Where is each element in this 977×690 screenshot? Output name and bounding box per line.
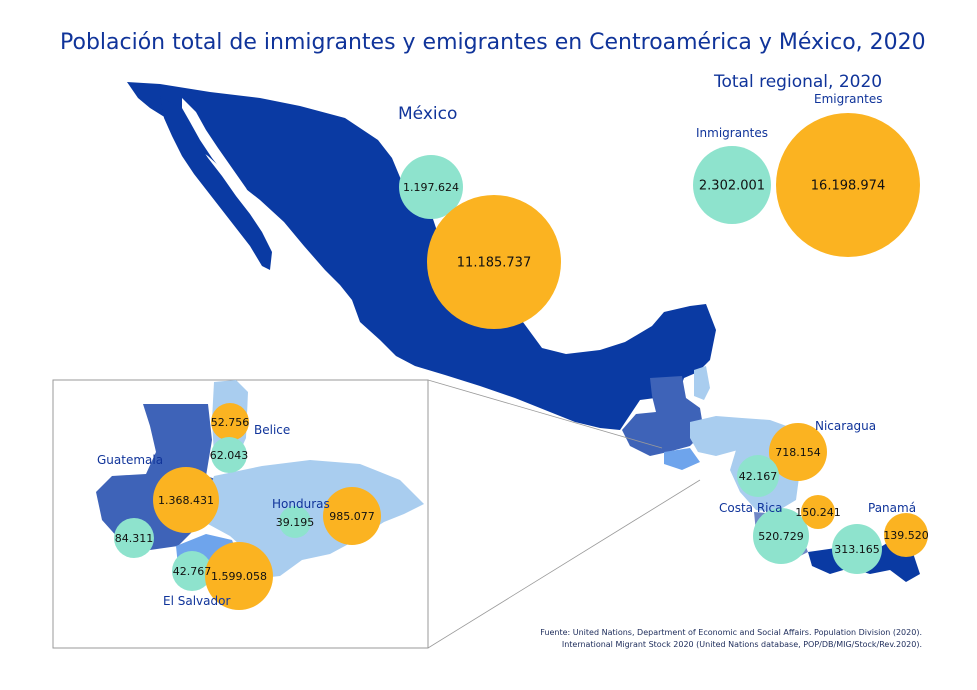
belice-label: Belice [254, 423, 290, 437]
regional-emigrantes-circle [776, 113, 920, 257]
honduras-shape [204, 460, 424, 578]
panama-inmigrantes-value: 313.165 [834, 543, 880, 556]
circle-group [114, 113, 928, 610]
el-salvador-emigrantes-circle [205, 542, 273, 610]
belice-emigrantes-circle [211, 403, 249, 441]
nicaragua-emigrantes-circle [769, 423, 827, 481]
guatemala-inmigrantes-circle [114, 518, 154, 558]
nicaragua-inmigrantes-circle [737, 455, 779, 497]
belice-emigrantes-value: 52.756 [211, 416, 250, 429]
gulf-of-california [182, 98, 258, 212]
nicaragua-emigrantes-value: 718.154 [775, 446, 821, 459]
guatemala-label: Guatemala [97, 453, 163, 467]
el-salvador-emigrantes-value: 1.599.058 [211, 570, 267, 583]
regional-heading: Total regional, 2020 [713, 72, 882, 92]
map-title: Población total de inmigrantes y emigran… [60, 30, 926, 55]
belice-inmigrantes-circle [211, 437, 247, 473]
costa-rica-emigrantes-circle [801, 495, 835, 529]
mexico-shape [127, 82, 716, 430]
mexico-emigrantes-circle [427, 195, 561, 329]
mexico-emigrantes-value: 11.185.737 [457, 256, 531, 271]
panama-label: Panamá [868, 501, 916, 515]
el-salvador-small-shape [664, 448, 700, 470]
baja-california-shape [160, 96, 272, 270]
honduras-emigrantes-value: 985.077 [329, 510, 375, 523]
costa-rica-inmigrantes-circle [753, 508, 809, 564]
mexico-label: México [398, 104, 457, 124]
regional-emigrantes-label: Emigrantes [814, 92, 882, 106]
costa-rica-inmigrantes-value: 520.729 [758, 530, 804, 543]
panama-inmigrantes-circle [832, 524, 882, 574]
regional-inmigrantes-circle [693, 146, 771, 224]
honduras-inmigrantes-circle [279, 506, 311, 538]
nicaragua-label: Nicaragua [815, 419, 876, 433]
inset-connector-bottom [427, 479, 701, 649]
guatemala-small-shape [622, 376, 704, 456]
regional-inmigrantes-value: 2.302.001 [699, 179, 765, 194]
source-line-2: International Migrant Stock 2020 (United… [561, 640, 922, 649]
mexico-inmigrantes-circle [399, 155, 463, 219]
panama-emigrantes-circle [884, 513, 928, 557]
source-line-1: Fuente: United Nations, Department of Ec… [540, 628, 922, 637]
honduras-emigrantes-circle [323, 487, 381, 545]
belice-small-shape [694, 366, 710, 400]
costa-rica-emigrantes-value: 150.241 [795, 506, 841, 519]
mexico-inmigrantes-value: 1.197.624 [403, 181, 459, 194]
el-salvador-inmigrantes-circle [172, 551, 212, 591]
guatemala-emigrantes-value: 1.368.431 [158, 494, 214, 507]
guatemala-emigrantes-circle [153, 467, 219, 533]
honduras-inmigrantes-value: 39.195 [276, 516, 315, 529]
honduras-label: Honduras [272, 497, 330, 511]
inset-connector-top [427, 379, 663, 449]
source-note: Fuente: United Nations, Department of Ec… [540, 627, 922, 651]
regional-inmigrantes-label: Inmigrantes [696, 126, 768, 140]
el-salvador-inmigrantes-value: 42.767 [173, 565, 212, 578]
belice-inmigrantes-value: 62.043 [210, 449, 249, 462]
panama-emigrantes-value: 139.520 [883, 529, 929, 542]
guatemala-inmigrantes-value: 84.311 [115, 532, 154, 545]
nicaragua-inmigrantes-value: 42.167 [739, 470, 778, 483]
el-salvador-label: El Salvador [163, 594, 230, 608]
regional-emigrantes-value: 16.198.974 [811, 179, 885, 194]
costa-rica-label: Costa Rica [719, 501, 782, 515]
